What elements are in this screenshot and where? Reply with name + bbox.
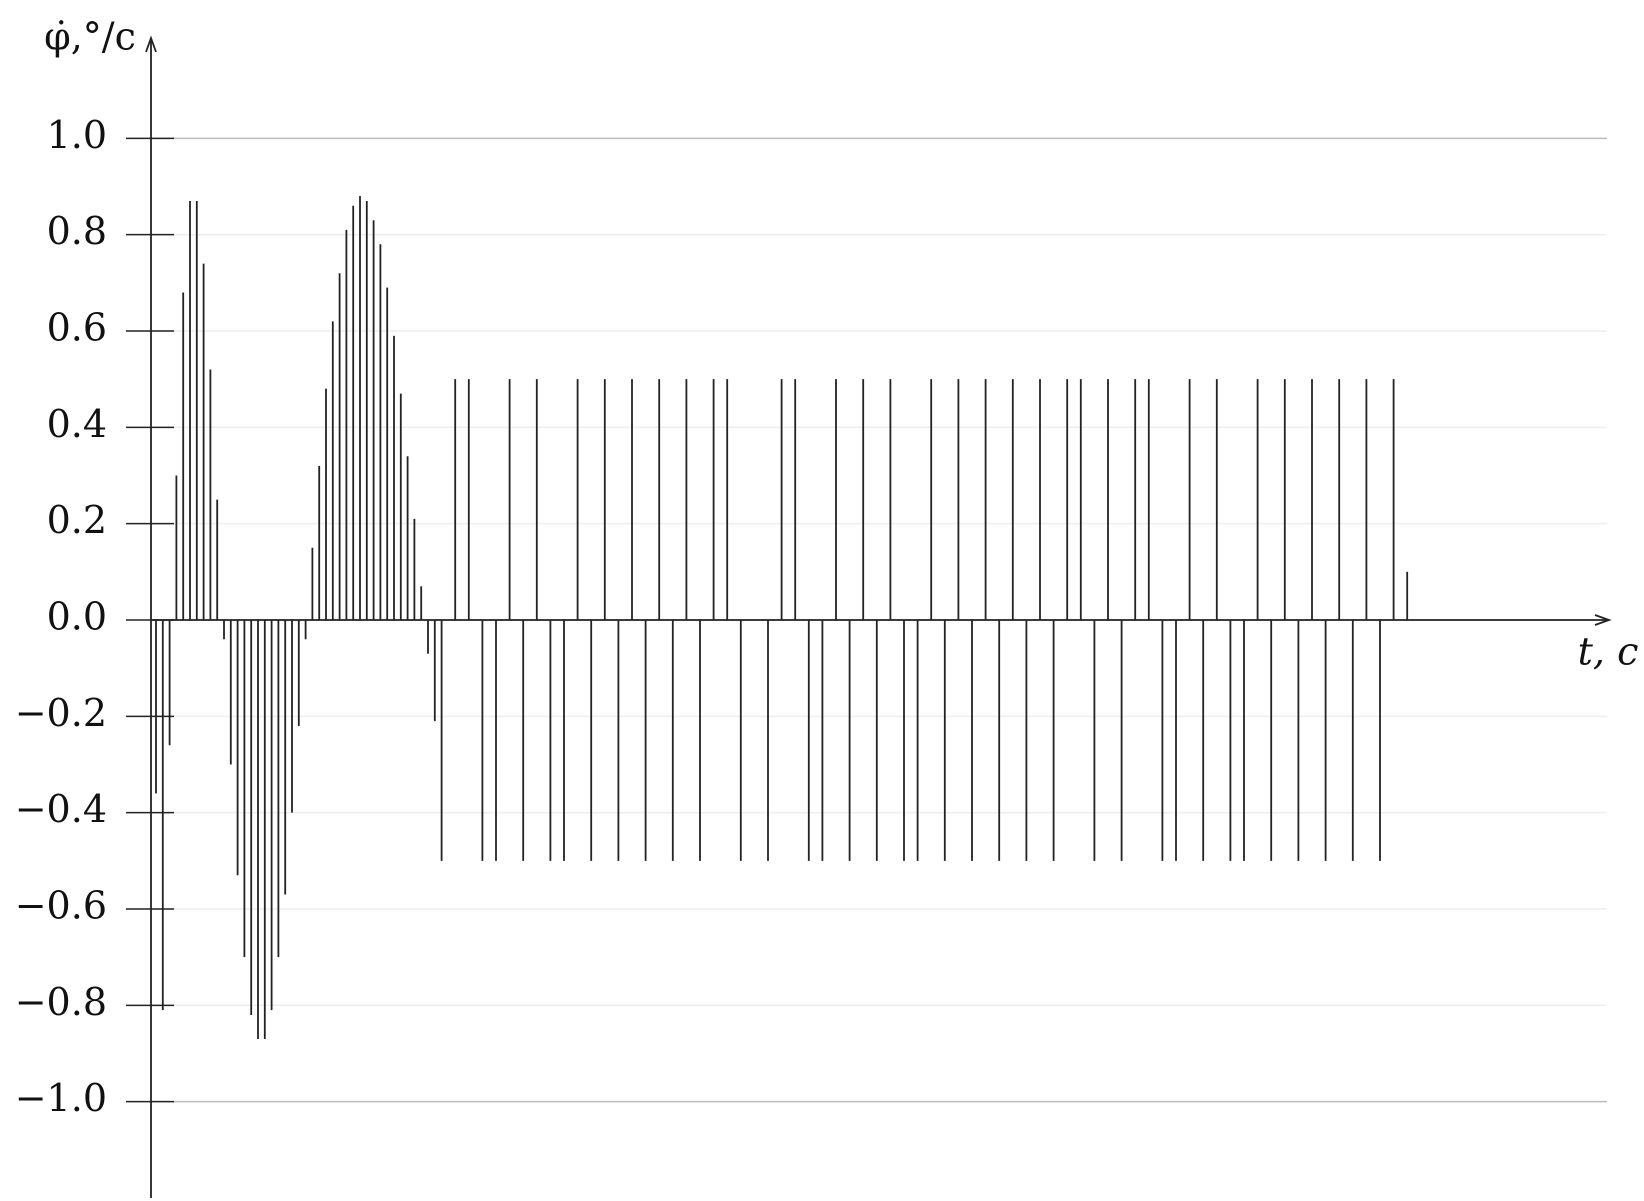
y-tick-label: 0.0 bbox=[47, 595, 107, 639]
y-tick-label: −0.2 bbox=[15, 691, 107, 735]
y-tick-label: −1.0 bbox=[15, 1076, 107, 1120]
y-tick-label: 0.2 bbox=[47, 498, 107, 542]
y-tick-label: 1.0 bbox=[47, 113, 107, 157]
y-tick-label: 0.8 bbox=[47, 209, 107, 253]
y-tick-label: 0.6 bbox=[47, 306, 107, 350]
x-axis-arrow bbox=[1594, 614, 1612, 626]
y-tick-label: −0.8 bbox=[15, 980, 107, 1024]
y-tick-label: −0.4 bbox=[15, 787, 107, 831]
y-tick-label: −0.6 bbox=[15, 884, 107, 928]
y-tick-label: 0.4 bbox=[47, 402, 107, 446]
y-axis-label: φ̇,°/с bbox=[44, 15, 136, 59]
x-axis-label: t, с bbox=[1578, 630, 1639, 674]
y-axis-arrow bbox=[145, 35, 157, 53]
